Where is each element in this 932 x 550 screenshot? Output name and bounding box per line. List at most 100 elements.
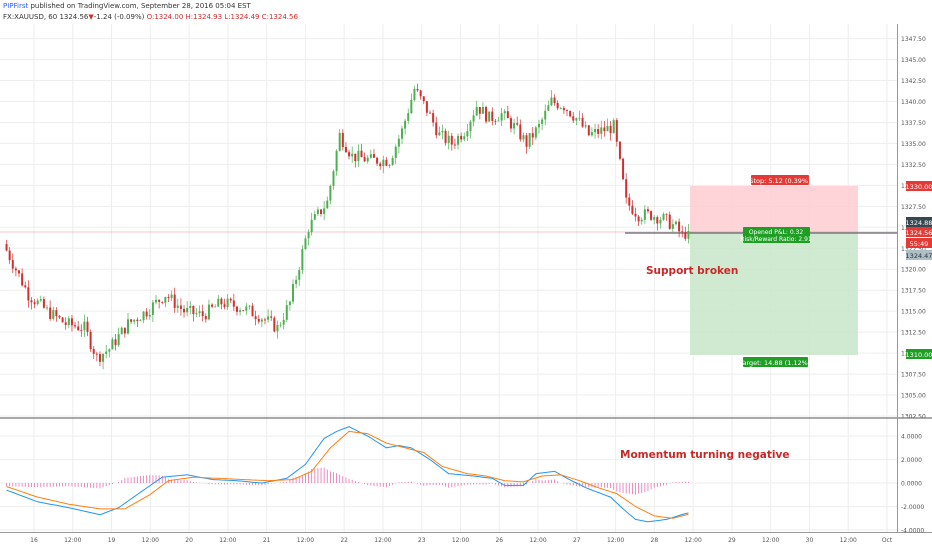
candle — [114, 334, 117, 351]
time-tick-label: 12:00 — [297, 537, 314, 544]
candle — [310, 212, 313, 236]
target-label-text: Target: 14.88 (1.12%) — [739, 359, 811, 367]
last-price-tag: 1324.56 — [906, 229, 932, 237]
pane-separator — [0, 24, 932, 533]
price-tick-label: 1302.50 — [901, 414, 926, 421]
pnl-label: Opened P&L: 0.32 Risk/Reward Ratio: 2.91 — [740, 227, 812, 243]
candle — [450, 132, 453, 151]
candle — [74, 321, 77, 329]
candle — [534, 125, 537, 141]
candle — [485, 105, 488, 124]
candle — [665, 213, 668, 221]
macd-histogram — [6, 467, 689, 495]
candle — [615, 118, 618, 147]
time-axis-labels: 16 12:00 19 12:00 20 12:00 21 12:00 22 12:00 23 12:… — [30, 537, 893, 544]
candle — [11, 253, 14, 274]
candle — [472, 110, 475, 127]
candle — [58, 315, 61, 320]
price-tick-label: 1340.00 — [901, 99, 926, 106]
candle — [320, 209, 323, 217]
candle — [279, 321, 282, 328]
candle — [189, 301, 192, 315]
candle — [179, 298, 182, 316]
momentum-note: Momentum turning negative — [620, 449, 789, 461]
price-tick-label: 1307.50 — [901, 372, 926, 379]
candle — [525, 132, 528, 154]
candle — [463, 132, 466, 142]
candle — [329, 184, 332, 205]
candle — [618, 140, 621, 161]
candle — [61, 316, 64, 323]
candle — [478, 106, 481, 120]
candle — [603, 120, 606, 137]
candle — [313, 210, 316, 221]
candle — [488, 111, 491, 122]
candle — [105, 345, 108, 359]
candle — [500, 107, 503, 126]
chart-header: PIPFirst published on TradingView.com, S… — [3, 1, 298, 23]
candle — [631, 200, 634, 216]
price-tick-label: 1332.50 — [901, 162, 926, 169]
candle — [643, 205, 646, 224]
candle — [432, 109, 435, 127]
candle — [242, 310, 245, 312]
candle — [229, 297, 232, 304]
candle — [556, 100, 559, 111]
candle — [594, 123, 597, 139]
candle — [24, 281, 27, 289]
candle — [410, 93, 413, 114]
candle — [239, 307, 242, 316]
candle — [537, 119, 540, 134]
candle — [429, 110, 432, 114]
candle — [251, 302, 254, 317]
time-tick-label: 20 — [185, 537, 193, 544]
candle — [497, 116, 500, 122]
candle — [282, 312, 285, 330]
candle — [379, 161, 382, 170]
candle — [111, 337, 114, 350]
risk-reward-text: Risk/Reward Ratio: 2.91 — [740, 236, 812, 243]
time-tick-label: 12:00 — [452, 537, 469, 544]
candle — [151, 299, 154, 322]
candle — [98, 351, 101, 367]
time-tick-label: 12:00 — [529, 537, 546, 544]
candle — [575, 117, 578, 126]
candle — [133, 319, 136, 325]
price-tick-label: 1327.50 — [901, 204, 926, 211]
candle — [292, 279, 295, 305]
candle — [550, 90, 553, 107]
candle — [385, 157, 388, 167]
stop-label: Stop: 5.12 (0.39%) — [749, 175, 811, 185]
candle — [267, 309, 270, 323]
candle — [438, 126, 441, 136]
publisher-link[interactable]: PIPFirst — [3, 2, 29, 10]
candle — [46, 304, 49, 311]
candle — [587, 124, 590, 137]
candle — [288, 300, 291, 311]
candle — [407, 108, 410, 125]
candle — [173, 287, 176, 313]
candle — [634, 207, 637, 222]
signal-line — [6, 430, 689, 519]
candle — [388, 163, 391, 169]
time-tick-label: 12:00 — [762, 537, 779, 544]
price-tick-label: 1342.50 — [901, 78, 926, 85]
candle — [30, 297, 33, 310]
candle — [254, 310, 257, 326]
candle — [341, 129, 344, 151]
macd-tick-label: 0.0000 — [901, 481, 922, 488]
time-tick-label: 19 — [108, 537, 116, 544]
candle — [469, 119, 472, 139]
candle — [544, 104, 547, 126]
candle — [681, 225, 684, 238]
candle — [637, 214, 640, 227]
candle — [220, 297, 223, 310]
target-price-tag: 1310.00 — [906, 351, 932, 359]
time-tick-label: 12:00 — [374, 537, 391, 544]
candle — [466, 123, 469, 142]
price-tick-label: 1315.00 — [901, 309, 926, 316]
time-tick-label: 12:00 — [219, 537, 236, 544]
candle — [678, 218, 681, 238]
target-zone — [690, 231, 858, 355]
